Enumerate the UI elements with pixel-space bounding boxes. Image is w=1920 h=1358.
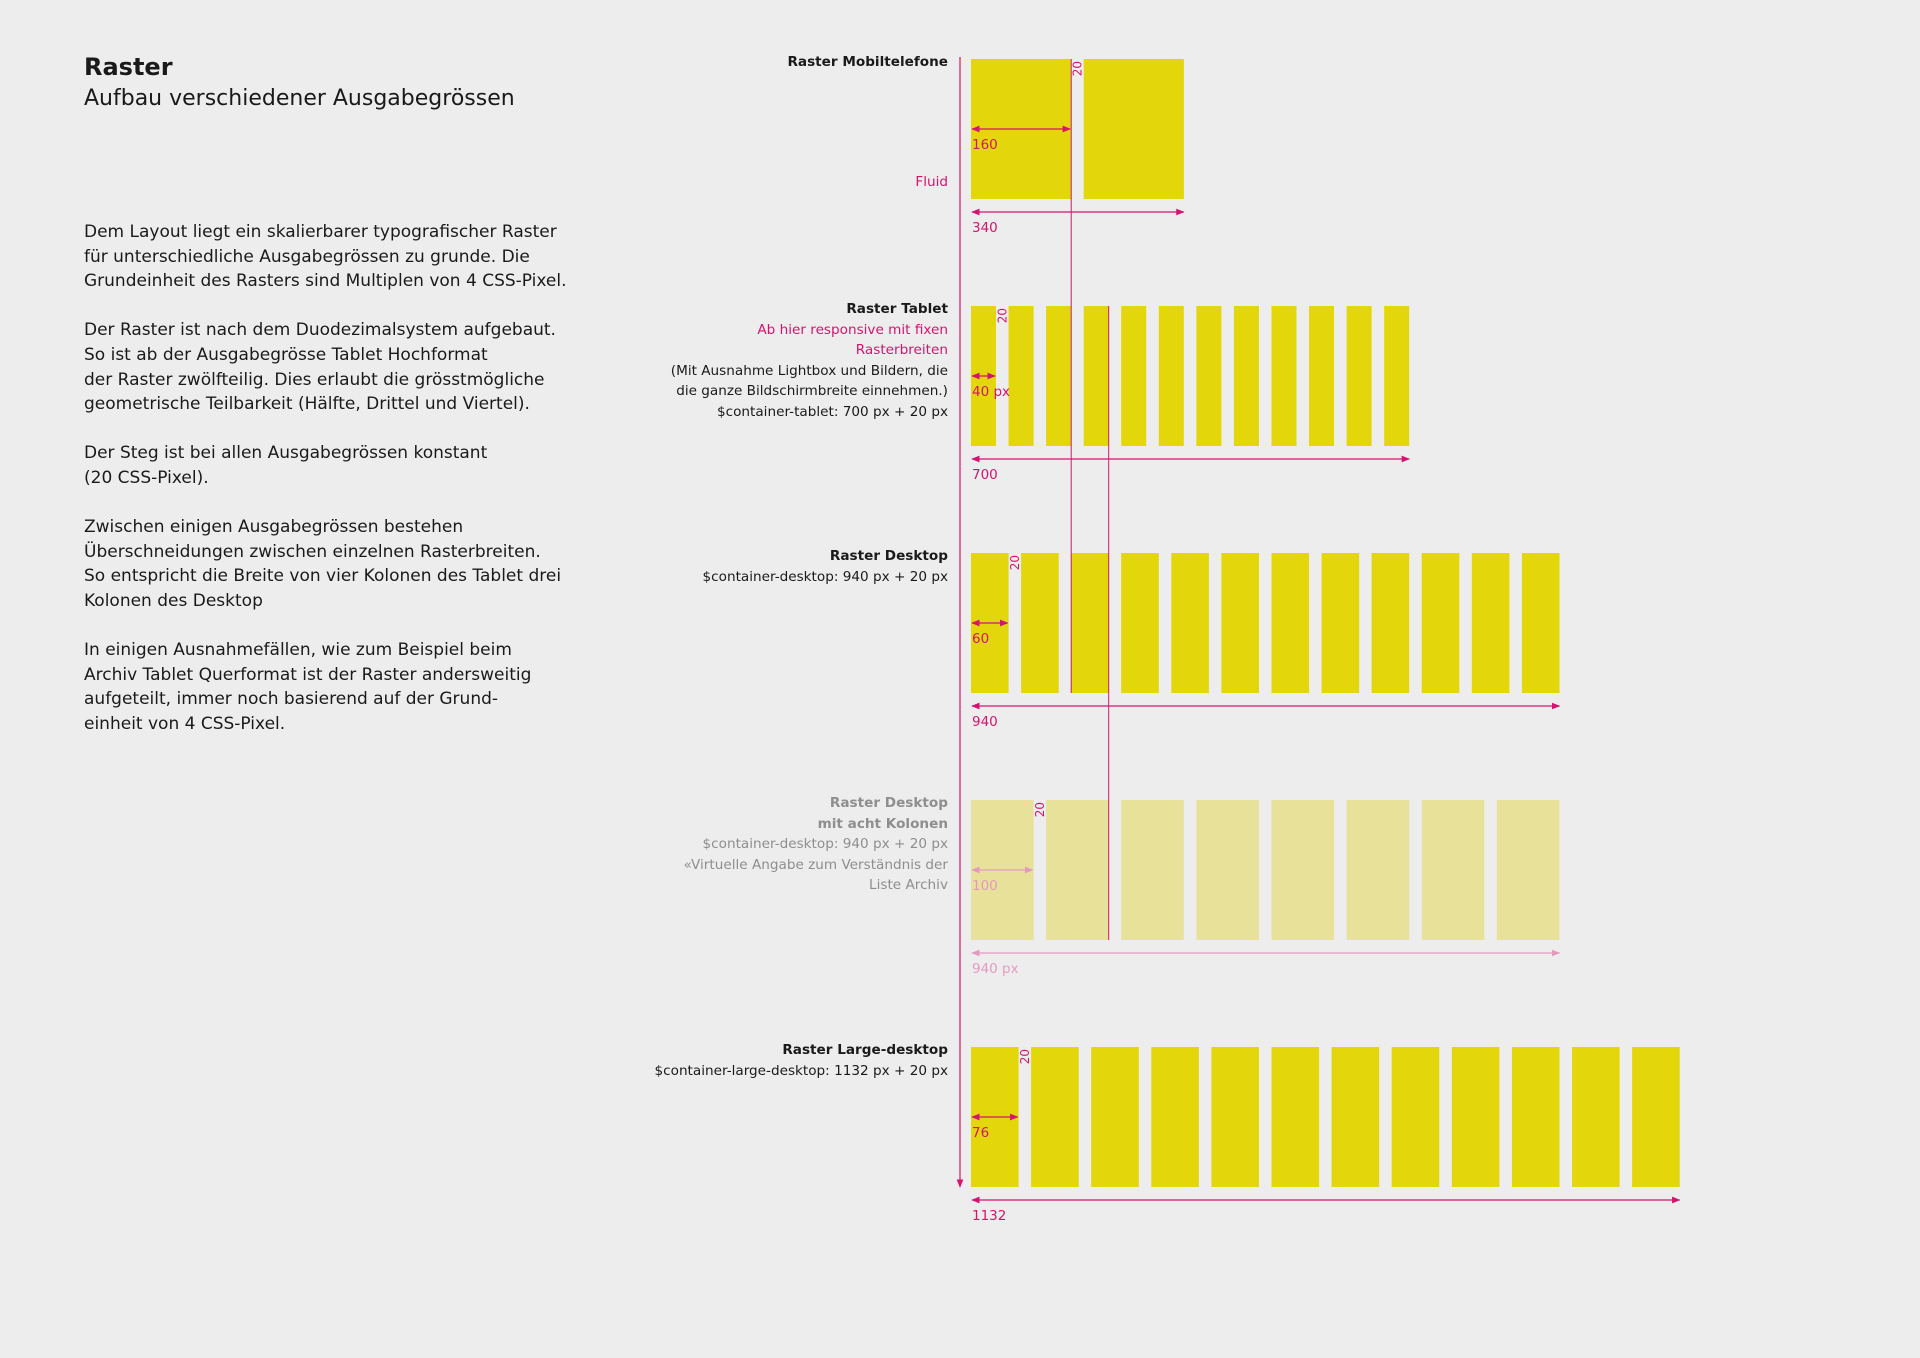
- column-width-label: 100: [972, 878, 998, 894]
- intro-paragraph: Zwischen einigen Ausgabegrössen bestehen…: [84, 517, 562, 611]
- label-desktop: Raster Desktop $container-desktop: 940 p…: [703, 546, 948, 587]
- grid-column: [1371, 553, 1410, 693]
- grid-column: [1221, 553, 1259, 693]
- fluid-label: Fluid: [915, 172, 948, 193]
- grid-title: Raster Large-desktop: [782, 1042, 948, 1058]
- total-width-label: 940 px: [972, 961, 1019, 977]
- label-tablet: Raster Tablet Ab hier responsive mit fix…: [671, 299, 948, 422]
- grid-column: [1384, 306, 1410, 446]
- gutter-label: 20: [1033, 802, 1047, 817]
- label-large: Raster Large-desktop $container-large-de…: [655, 1040, 949, 1081]
- intro: Raster Aufbau verschiedener Ausgabegröss…: [84, 52, 584, 761]
- container-var: $container-desktop: 940 px + 20 px: [702, 568, 948, 585]
- grid-column: [1471, 553, 1510, 693]
- grid-column: [1031, 1047, 1079, 1187]
- grid-column: [1121, 553, 1159, 693]
- column-width-label: 60: [972, 631, 989, 647]
- grid-column: [1496, 800, 1560, 940]
- intro-paragraph: Der Raster ist nach dem Duodezimalsystem…: [84, 320, 556, 415]
- page-subtitle: Aufbau verschiedener Ausgabegrössen: [84, 86, 515, 111]
- grid-title: Raster Tablet: [846, 301, 948, 317]
- grid-column: [1091, 1047, 1139, 1187]
- intro-paragraph: Der Steg ist bei allen Ausgabegrössen ko…: [84, 443, 488, 488]
- grid-title: Raster Mobiltelefone: [787, 54, 948, 70]
- label-desktop8: Raster Desktop mit acht Kolonen $contain…: [683, 793, 948, 896]
- grid-column: [1121, 306, 1147, 446]
- grid-column: [1046, 800, 1109, 940]
- grid-column: [1511, 1047, 1560, 1187]
- grid-column: [1331, 1047, 1380, 1187]
- note-line: Liste Archiv: [869, 877, 948, 893]
- grid-column: [1271, 800, 1335, 940]
- total-width-label: 340: [972, 220, 998, 236]
- column-width-label: 160: [972, 137, 998, 153]
- grid-column: [1158, 306, 1184, 446]
- container-var: $container-desktop: 940 px + 20 px: [702, 836, 948, 852]
- grid-column: [1008, 306, 1034, 446]
- grid-column: [1121, 800, 1184, 940]
- grid-column: [1271, 306, 1297, 446]
- column-width-label: 76: [972, 1125, 989, 1141]
- grid-column: [1211, 1047, 1259, 1187]
- fluid-text: Fluid: [915, 174, 948, 190]
- total-width-label: 1132: [972, 1208, 1006, 1224]
- grid-column: [1309, 306, 1334, 446]
- note-line: (Mit Ausnahme Lightbox und Bildern, die: [670, 362, 948, 379]
- grid-column: [1196, 306, 1222, 446]
- column-width-label: 40 px: [972, 384, 1010, 400]
- grid-column: [1521, 553, 1560, 693]
- grid-subtitle: mit acht Kolonen: [817, 815, 948, 832]
- container-var: $container-large-desktop: 1132 px + 20 p…: [654, 1062, 949, 1079]
- intro-paragraph: Dem Layout liegt ein skalierbarer typogr…: [84, 222, 567, 292]
- grid-column: [1321, 553, 1360, 693]
- grid-column: [1021, 553, 1059, 693]
- grid-column: [1451, 1047, 1500, 1187]
- grid-large: 20 76 1132: [971, 1047, 1681, 1224]
- gutter-label: 20: [1070, 61, 1084, 76]
- grid-title: Raster Desktop: [829, 795, 948, 811]
- intro-body: Dem Layout liegt ein skalierbarer typogr…: [84, 220, 584, 736]
- grid-column: [1271, 1047, 1320, 1187]
- label-mobile: Raster Mobiltelefone: [787, 52, 948, 73]
- grid-column: [1071, 553, 1109, 693]
- highlight-line: Rasterbreiten: [855, 342, 948, 358]
- intro-paragraph: In einigen Ausnahmefällen, wie zum Beisp…: [84, 640, 532, 734]
- container-var: $container-tablet: 700 px + 20 px: [716, 403, 948, 420]
- grid-column: [1421, 553, 1460, 693]
- grids-layer: 20 160 340 20 40 px 700 20 60 940 20 100 940 px 20 76…: [971, 59, 1681, 1224]
- grid-column: [1233, 306, 1259, 446]
- total-width-label: 940: [972, 714, 998, 730]
- gutter-label: 20: [1018, 1049, 1032, 1064]
- grid-desktop8: 20 100 940 px: [971, 800, 1561, 977]
- grid-column: [1421, 800, 1485, 940]
- highlight-line: Ab hier responsive mit fixen: [757, 321, 948, 338]
- guides-layer: [956, 57, 1110, 1188]
- grid-column: [1391, 1047, 1440, 1187]
- grid-desktop: 20 60 940: [971, 553, 1561, 730]
- grid-column: [1151, 1047, 1199, 1187]
- grid-tablet: 20 40 px 700: [971, 306, 1411, 483]
- note-line: die ganze Bildschirmbreite einnehmen.): [676, 383, 948, 399]
- grid-column: [1171, 553, 1209, 693]
- grid-column: [1083, 306, 1109, 446]
- grid-column: [1046, 306, 1072, 446]
- grid-column: [1572, 1047, 1620, 1187]
- grid-column: [1632, 1047, 1680, 1187]
- gutter-label: 20: [995, 308, 1009, 323]
- gutter-label: 20: [1008, 555, 1022, 570]
- grid-column: [1196, 800, 1259, 940]
- total-width-label: 700: [972, 467, 998, 483]
- grid-column: [1346, 800, 1410, 940]
- grid-mobile: 20 160 340: [971, 59, 1185, 236]
- grid-column: [1346, 306, 1372, 446]
- grid-column: [1271, 553, 1310, 693]
- grid-title: Raster Desktop: [829, 548, 948, 564]
- grid-column: [1083, 59, 1184, 199]
- page-title: Raster: [84, 53, 173, 81]
- note-line: «Virtuelle Angabe zum Verständnis der: [683, 856, 948, 873]
